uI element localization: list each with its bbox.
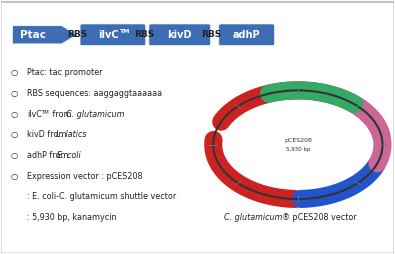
Text: ilvC: ilvC [98,30,118,40]
FancyBboxPatch shape [80,24,146,46]
Text: adhP: adhP [233,30,261,40]
Text: TM: TM [42,110,50,115]
Text: kivD: kivD [167,30,192,40]
Text: from: from [50,110,74,119]
Text: E. coli: E. coli [57,151,81,160]
Text: Expression vector : pCES208: Expression vector : pCES208 [28,172,143,181]
Text: ® pCES208 vector: ® pCES208 vector [282,213,357,222]
FancyBboxPatch shape [149,24,211,46]
Text: ○: ○ [11,110,18,119]
Text: L. latics: L. latics [56,130,86,139]
Text: RBS sequences: aaggaggtaaaaaa: RBS sequences: aaggaggtaaaaaa [28,89,163,98]
Text: TM: TM [119,29,130,34]
FancyBboxPatch shape [219,24,275,46]
Text: pCES208: pCES208 [284,138,312,143]
Text: RBS: RBS [134,30,154,39]
Text: Ptac: Ptac [20,30,46,40]
Text: : 5,930 bp, kanamycin: : 5,930 bp, kanamycin [28,213,117,222]
Circle shape [207,87,388,203]
Text: ○: ○ [11,151,18,160]
Text: ○: ○ [11,172,18,181]
Text: C. glutamicum: C. glutamicum [224,213,282,222]
FancyArrow shape [13,26,77,44]
Text: 5,930 bp: 5,930 bp [286,147,310,152]
Text: ilvC: ilvC [28,110,42,119]
Text: Ptac: tac promoter: Ptac: tac promoter [28,68,103,77]
Text: kivD from: kivD from [28,130,70,139]
Text: ○: ○ [11,89,18,98]
Text: ○: ○ [11,68,18,77]
Text: C. glutamicum: C. glutamicum [66,110,124,119]
Text: RBS: RBS [67,30,88,39]
Text: RBS: RBS [201,30,222,39]
Text: : E. coli-C. glutamicum shuttle vector: : E. coli-C. glutamicum shuttle vector [28,193,177,201]
Text: adhP from: adhP from [28,151,71,160]
Text: ○: ○ [11,130,18,139]
